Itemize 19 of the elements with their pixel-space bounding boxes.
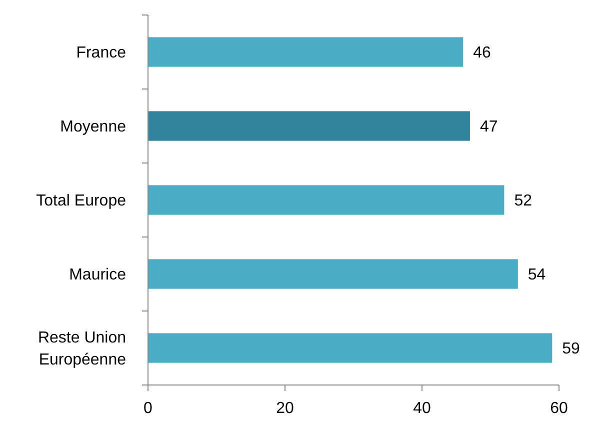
y-tick-label: France — [76, 44, 126, 62]
data-label: 47 — [480, 118, 498, 136]
data-label: 54 — [528, 266, 546, 284]
data-label: 52 — [514, 192, 532, 210]
bar — [148, 333, 552, 363]
y-tick-label: Moyenne — [60, 118, 126, 136]
x-tick-label: 60 — [550, 400, 568, 417]
y-tick-label: Maurice — [69, 266, 126, 284]
bar — [148, 37, 464, 67]
data-label: 59 — [562, 340, 580, 358]
x-tick-label: 20 — [276, 400, 294, 417]
bar — [148, 111, 470, 141]
bar — [148, 185, 504, 215]
x-tick-label: 40 — [413, 400, 431, 417]
x-tick-label: 0 — [144, 400, 153, 417]
y-tick-label: Total Europe — [36, 192, 126, 210]
y-tick-label: Reste Union Européenne — [38, 330, 126, 369]
data-label: 46 — [473, 44, 491, 62]
bar — [148, 259, 518, 289]
